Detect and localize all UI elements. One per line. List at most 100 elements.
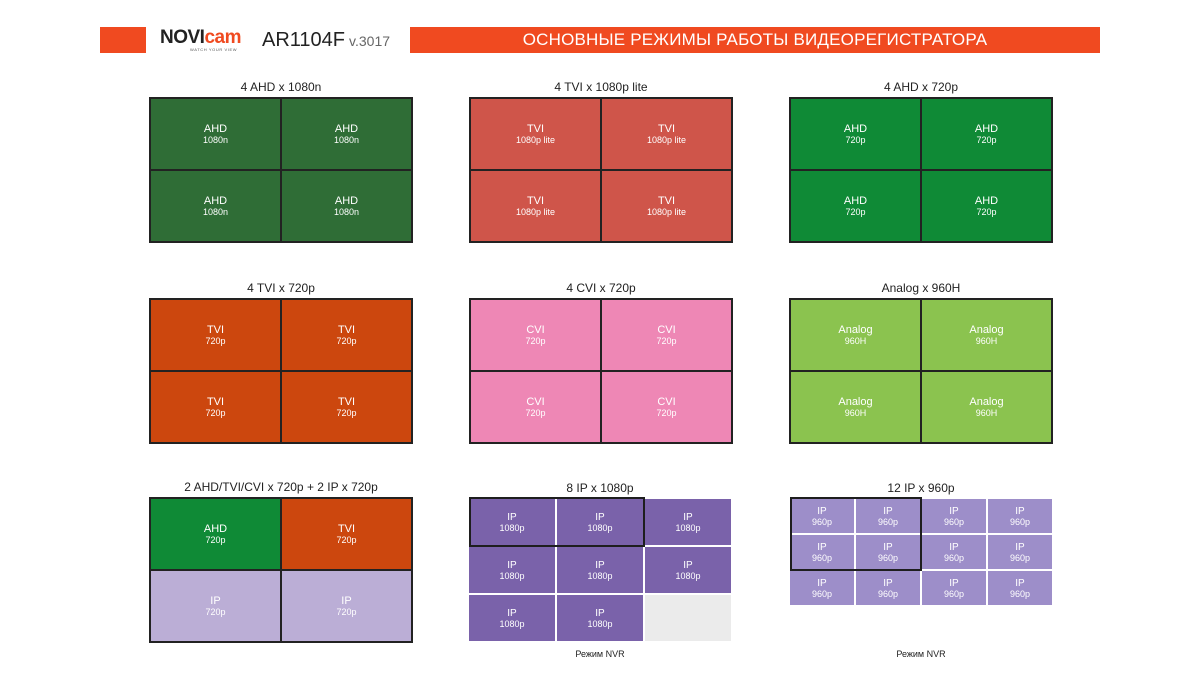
channel-grid: AHD 720p TVI 720p IP 720p IP 720p — [149, 497, 413, 643]
nvr-mode-caption: Режим NVR — [575, 649, 625, 659]
channel-type: IP — [883, 577, 893, 589]
channel-type: Analog — [838, 396, 873, 408]
channel-type: TVI — [526, 123, 545, 135]
channel-resolution: 1080p lite — [646, 135, 687, 145]
channel-cell: Analog 960H — [922, 300, 1051, 370]
logo-brand-main: NOVI — [160, 27, 205, 48]
panel-title: 4 AHD x 1080n — [240, 80, 322, 94]
channel-cell: IP 960p — [922, 571, 986, 605]
logo-brand-accent: cam — [204, 27, 241, 48]
channel-resolution: 1080p lite — [515, 135, 556, 145]
channel-resolution: 720p — [976, 207, 997, 217]
channel-cell: IP 720p — [282, 571, 411, 641]
channel-resolution: 1080p — [499, 522, 525, 533]
channel-cell: IP 1080p — [557, 499, 643, 545]
channel-type: CVI — [657, 324, 676, 336]
channel-resolution: 960p — [811, 516, 833, 527]
panel-title: Analog x 960H — [881, 281, 961, 295]
channel-type: IP — [595, 559, 605, 571]
channel-resolution: 1080p — [587, 570, 613, 581]
channel-resolution: 1080p lite — [646, 207, 687, 217]
channel-resolution: 1080p lite — [515, 207, 556, 217]
channel-resolution: 1080n — [202, 135, 229, 145]
channel-type: AHD — [334, 123, 359, 135]
channel-type: IP — [817, 577, 827, 589]
channel-cell: Analog 960H — [922, 372, 1051, 442]
channel-resolution: 1080p — [587, 618, 613, 629]
channel-resolution: 720p — [656, 336, 677, 346]
channel-type: IP — [507, 607, 517, 619]
header-title-bar: ОСНОВНЫЕ РЕЖИМЫ РАБОТЫ ВИДЕОРЕГИСТРАТОРА — [410, 27, 1100, 53]
channel-type: IP — [883, 505, 893, 517]
panel-title: 2 AHD/TVI/CVI x 720p + 2 IP x 720p — [184, 480, 378, 494]
empty-channel-cell — [645, 595, 731, 641]
channel-grid: CVI 720p CVI 720p CVI 720p CVI 720p — [469, 298, 733, 444]
channel-cell: TVI 720p — [151, 300, 280, 370]
channel-cell: IP 960p — [790, 571, 854, 605]
panel-title: 8 IP x 1080p — [566, 481, 634, 495]
channel-cell: IP 1080p — [557, 595, 643, 641]
channel-type: AHD — [843, 123, 868, 135]
channel-resolution: 960p — [1009, 516, 1031, 527]
channel-cell: AHD 720p — [922, 171, 1051, 241]
channel-cell: IP 960p — [856, 571, 920, 605]
channel-type: IP — [817, 541, 827, 553]
channel-type: AHD — [203, 123, 228, 135]
channel-cell: TVI 720p — [282, 499, 411, 569]
model-name: AR1104F — [262, 29, 346, 51]
channel-cell: IP 960p — [988, 535, 1052, 569]
channel-resolution: 1080p — [675, 522, 701, 533]
channel-cell: IP 1080p — [469, 499, 555, 545]
channel-resolution: 960H — [844, 336, 867, 346]
channel-type: AHD — [203, 195, 228, 207]
channel-type: TVI — [657, 123, 676, 135]
channel-resolution: 960p — [943, 552, 965, 563]
channel-type: IP — [683, 511, 693, 523]
channel-type: IP — [949, 577, 959, 589]
channel-cell: IP 960p — [790, 499, 854, 533]
channel-cell: IP 1080p — [645, 499, 731, 545]
channel-resolution: 720p — [525, 336, 546, 346]
channel-cell: TVI 1080p lite — [602, 99, 731, 169]
channel-cell: AHD 720p — [922, 99, 1051, 169]
channel-resolution: 960p — [943, 516, 965, 527]
channel-resolution: 1080p — [499, 570, 525, 581]
channel-resolution: 960p — [1009, 588, 1031, 599]
channel-grid: AHD 1080n AHD 1080n AHD 1080n AHD 1080n — [149, 97, 413, 243]
channel-cell: IP 720p — [151, 571, 280, 641]
channel-type: IP — [1015, 505, 1025, 517]
channel-cell: TVI 720p — [282, 372, 411, 442]
channel-type: AHD — [334, 195, 359, 207]
channel-resolution: 720p — [336, 607, 357, 617]
nvr-mode-caption: Режим NVR — [896, 649, 946, 659]
channel-resolution: 960p — [811, 552, 833, 563]
channel-type: IP — [817, 505, 827, 517]
channel-type: IP — [341, 595, 352, 607]
channel-resolution: 960H — [975, 336, 998, 346]
channel-cell: IP 960p — [988, 571, 1052, 605]
channel-cell: IP 960p — [856, 535, 920, 569]
channel-cell: AHD 720p — [791, 171, 920, 241]
channel-resolution: 960p — [1009, 552, 1031, 563]
channel-resolution: 1080n — [333, 135, 360, 145]
channel-type: Analog — [838, 324, 873, 336]
model-label: AR1104F v.3017 — [262, 28, 390, 53]
channel-resolution: 1080n — [202, 207, 229, 217]
panel-title: 12 IP x 960p — [887, 481, 955, 495]
channel-type: TVI — [206, 324, 225, 336]
channel-type: AHD — [974, 195, 999, 207]
channel-resolution: 960p — [877, 516, 899, 527]
panel-title: 4 AHD x 720p — [883, 80, 959, 94]
channel-type: TVI — [657, 195, 676, 207]
channel-type: IP — [949, 505, 959, 517]
header-accent-bar-left — [100, 27, 146, 53]
channel-type: IP — [210, 595, 221, 607]
channel-type: TVI — [337, 523, 356, 535]
channel-resolution: 720p — [525, 408, 546, 418]
channel-type: Analog — [969, 396, 1004, 408]
channel-type: IP — [683, 559, 693, 571]
channel-cell: IP 1080p — [469, 547, 555, 593]
channel-type: CVI — [657, 396, 676, 408]
channel-type: IP — [949, 541, 959, 553]
channel-type: TVI — [337, 324, 356, 336]
